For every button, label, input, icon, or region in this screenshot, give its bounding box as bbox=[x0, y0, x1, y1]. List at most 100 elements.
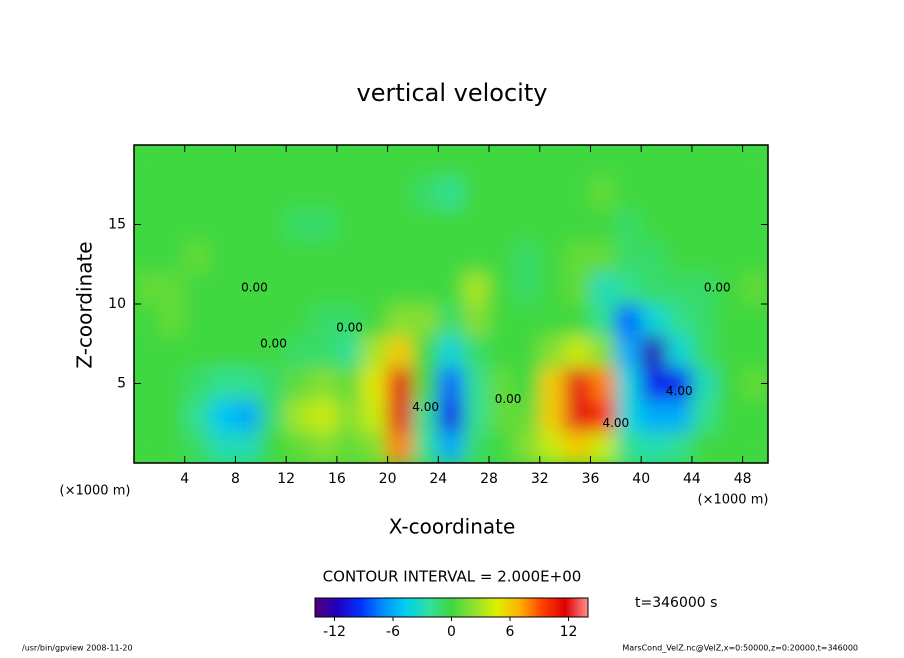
field-cell bbox=[463, 367, 490, 400]
field-cell bbox=[234, 145, 262, 178]
field-cell bbox=[539, 303, 566, 337]
field-cell bbox=[158, 430, 186, 463]
field-cell bbox=[311, 208, 338, 241]
field-cell bbox=[640, 430, 668, 463]
field-cell bbox=[615, 176, 642, 210]
field-cell bbox=[387, 145, 414, 178]
field-cell bbox=[260, 271, 287, 305]
field-cell bbox=[134, 271, 160, 305]
y-tick-label: 15 bbox=[108, 217, 126, 233]
field-cell bbox=[742, 335, 768, 369]
contour-label: 0.00 bbox=[336, 320, 363, 334]
field-cell bbox=[640, 398, 668, 432]
plot-frame bbox=[133, 144, 769, 464]
contour-label: 4.00 bbox=[412, 400, 439, 414]
field-cell bbox=[387, 303, 414, 337]
x-tick-label: 20 bbox=[379, 471, 397, 487]
field-cell bbox=[234, 239, 262, 273]
field-cell bbox=[716, 367, 744, 400]
contour-label: 0.00 bbox=[704, 281, 731, 295]
field-cell bbox=[589, 303, 617, 337]
field-cell bbox=[158, 176, 186, 210]
x-tick-label: 28 bbox=[480, 471, 498, 487]
field-cell bbox=[412, 335, 439, 369]
field-cell bbox=[589, 239, 617, 273]
contour-label: 4.00 bbox=[602, 416, 629, 430]
field-cell bbox=[463, 303, 490, 337]
field-cell bbox=[361, 208, 389, 241]
field-cell bbox=[513, 271, 541, 305]
field-cell bbox=[691, 430, 718, 463]
contour-label: 4.00 bbox=[666, 384, 693, 398]
field-cell bbox=[564, 367, 591, 400]
colorbar-tick-label: 0 bbox=[447, 624, 456, 640]
field-cell bbox=[336, 145, 363, 178]
field-cell bbox=[412, 271, 439, 305]
field-cell bbox=[513, 208, 541, 241]
field-cell bbox=[336, 303, 363, 337]
field-cell bbox=[361, 367, 389, 400]
field-cell bbox=[285, 335, 313, 369]
field-cell bbox=[361, 398, 389, 432]
field-cell bbox=[412, 176, 439, 210]
field-cell bbox=[589, 145, 617, 178]
field-cell bbox=[158, 398, 186, 432]
field-cell bbox=[589, 271, 617, 305]
field-cell bbox=[666, 430, 693, 463]
field-cell bbox=[615, 239, 642, 273]
field-cell bbox=[463, 208, 490, 241]
field-cell bbox=[437, 335, 465, 369]
field-cell bbox=[158, 367, 186, 400]
field-cell bbox=[336, 208, 363, 241]
x-tick-label: 36 bbox=[582, 471, 600, 487]
field-cell bbox=[742, 430, 768, 463]
field-cell bbox=[666, 176, 693, 210]
field-cell bbox=[387, 398, 414, 432]
field-cell bbox=[387, 335, 414, 369]
colorbar-tick-label: -6 bbox=[386, 624, 400, 640]
field-cell bbox=[184, 145, 211, 178]
field-cell bbox=[184, 176, 211, 210]
field-cell bbox=[716, 208, 744, 241]
field-cell bbox=[311, 303, 338, 337]
field-cell bbox=[691, 176, 718, 210]
x-axis-label: X-coordinate bbox=[389, 515, 516, 539]
field-cell bbox=[361, 239, 389, 273]
footer-left: /usr/bin/gpview 2008-11-20 bbox=[22, 644, 133, 653]
field-cell bbox=[615, 398, 642, 432]
field-cell bbox=[716, 303, 744, 337]
field-cell bbox=[640, 367, 668, 400]
field-cell bbox=[285, 398, 313, 432]
x-tick-label: 12 bbox=[277, 471, 295, 487]
field-cell bbox=[539, 239, 566, 273]
field-cell bbox=[234, 398, 262, 432]
field-cell bbox=[285, 145, 313, 178]
contour-label: 0.00 bbox=[495, 392, 522, 406]
time-label: t=346000 s bbox=[635, 595, 717, 611]
field-cell bbox=[134, 335, 160, 369]
field-cell bbox=[311, 335, 338, 369]
field-cell bbox=[463, 398, 490, 432]
field-cell bbox=[513, 367, 541, 400]
field-cell bbox=[513, 398, 541, 432]
field-cell bbox=[285, 303, 313, 337]
field-cell bbox=[134, 303, 160, 337]
field-cell bbox=[285, 208, 313, 241]
field-cell bbox=[589, 430, 617, 463]
field-cell bbox=[311, 176, 338, 210]
field-cell bbox=[463, 430, 490, 463]
field-cell bbox=[311, 367, 338, 400]
field-cell bbox=[539, 335, 566, 369]
field-cell bbox=[488, 303, 515, 337]
field-cell bbox=[539, 398, 566, 432]
field-cell bbox=[539, 208, 566, 241]
field-cell bbox=[716, 176, 744, 210]
field-cell bbox=[234, 335, 262, 369]
x-tick-label: 32 bbox=[531, 471, 549, 487]
field-cell bbox=[412, 398, 439, 432]
field-cell bbox=[209, 176, 236, 210]
field-cell bbox=[260, 398, 287, 432]
overlay: 4 8 12 16 20 24 28 32 36 40 44 48510150.000.000.004… bbox=[108, 145, 768, 487]
field-cell bbox=[134, 430, 160, 463]
